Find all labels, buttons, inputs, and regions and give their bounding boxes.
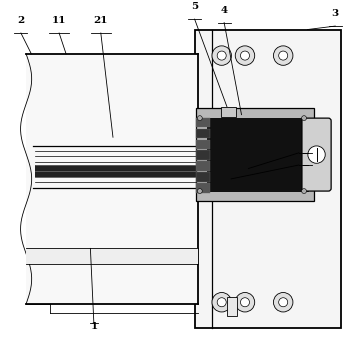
Bar [196,118,210,127]
Bar [226,297,237,316]
Circle shape [279,298,288,307]
Bar [194,29,340,328]
Bar [26,54,198,304]
Circle shape [212,292,231,312]
Bar [35,165,196,177]
Bar [196,183,210,193]
Circle shape [217,298,226,307]
Circle shape [240,298,250,307]
Text: 8: 8 [304,136,311,145]
Circle shape [217,51,226,60]
Circle shape [308,146,325,163]
Bar [196,150,210,160]
Circle shape [302,189,306,194]
Circle shape [273,46,293,65]
Text: 11: 11 [52,16,66,25]
Circle shape [240,51,250,60]
Bar [196,139,210,149]
Bar [207,118,307,191]
FancyBboxPatch shape [302,118,331,191]
Bar [196,108,314,201]
Text: 1: 1 [90,322,98,331]
Bar [221,107,236,117]
Bar [196,161,210,171]
Circle shape [197,189,202,194]
Bar [26,249,198,264]
Circle shape [235,46,255,65]
Circle shape [302,116,306,121]
Text: 4: 4 [220,6,228,15]
Text: 7: 7 [304,148,311,158]
Text: 5: 5 [191,2,198,11]
Text: 2: 2 [17,16,25,25]
Circle shape [212,46,231,65]
Bar [196,129,210,138]
Circle shape [279,51,288,60]
Circle shape [197,116,202,121]
Text: 21: 21 [94,16,108,25]
Bar [196,172,210,182]
Circle shape [273,292,293,312]
Circle shape [235,292,255,312]
Text: 3: 3 [332,10,339,18]
